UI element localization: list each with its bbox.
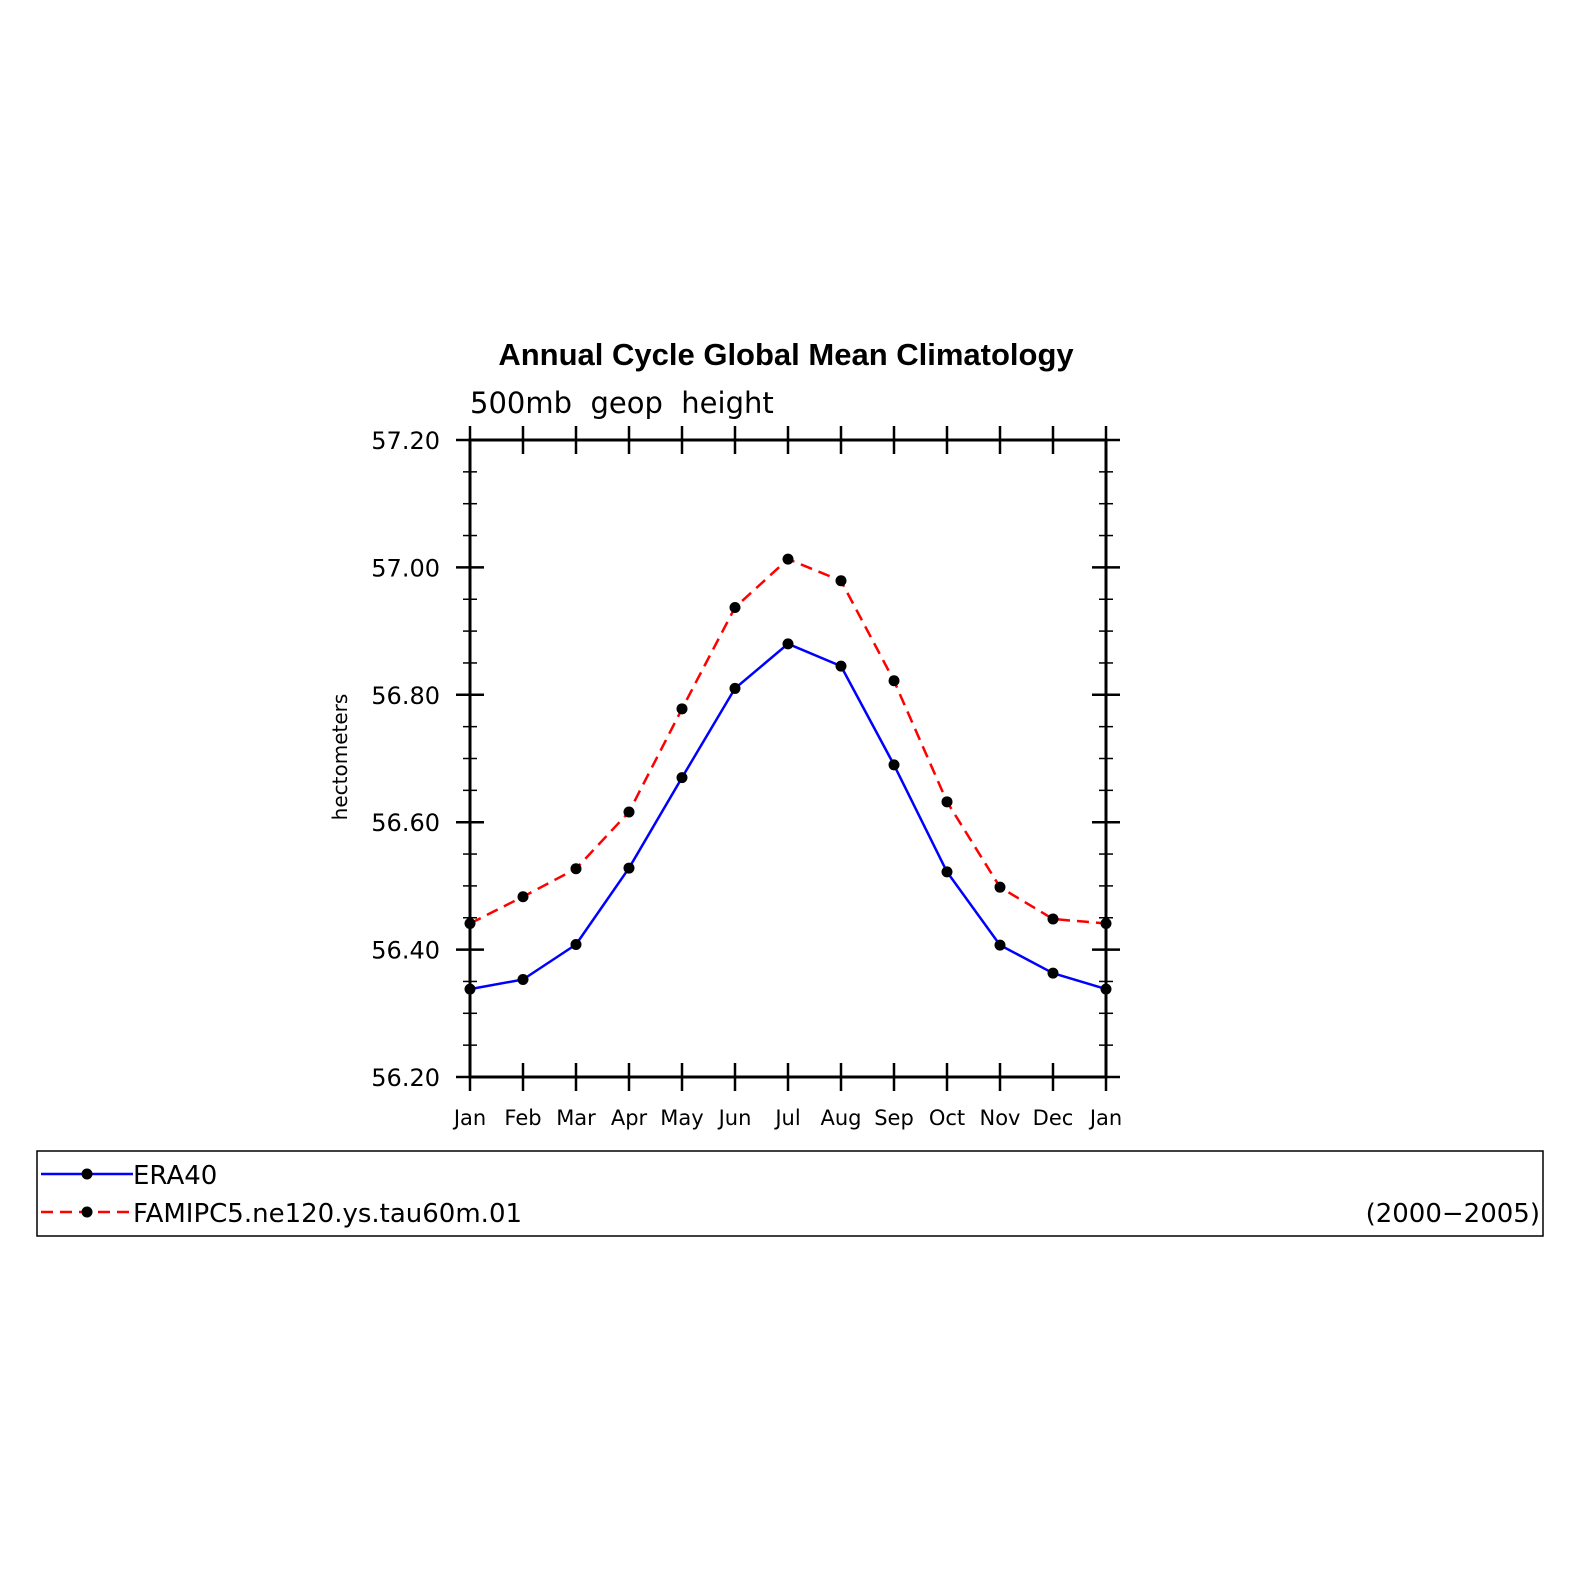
- data-point-1: [1047, 913, 1059, 925]
- x-tick-label: Apr: [611, 1106, 648, 1130]
- x-tick-label: Mar: [556, 1106, 596, 1130]
- x-tick-label: Feb: [504, 1106, 541, 1130]
- x-tick-label: Jan: [1088, 1106, 1122, 1130]
- x-tick-label: Oct: [929, 1106, 965, 1130]
- data-point-1: [835, 575, 847, 587]
- y-tick-label: 57.20: [371, 427, 440, 455]
- data-point-1: [570, 863, 582, 875]
- data-point-0: [888, 759, 900, 771]
- data-point-0: [835, 660, 847, 672]
- x-tick-label: Aug: [820, 1106, 861, 1130]
- data-point-0: [729, 682, 741, 694]
- data-point-1: [782, 553, 794, 565]
- legend: ERA40 FAMIPC5.ne120.ys.tau60m.01 (2000−2…: [36, 1150, 1544, 1237]
- chart-title: Annual Cycle Global Mean Climatology: [498, 337, 1074, 372]
- x-tick-label: Nov: [980, 1106, 1021, 1130]
- x-tick-label: May: [660, 1106, 703, 1130]
- data-point-0: [676, 772, 688, 784]
- y-tick-label: 56.80: [371, 682, 440, 710]
- series-lines: [469, 557, 1107, 991]
- legend-label-famipc5: FAMIPC5.ne120.ys.tau60m.01: [133, 1199, 522, 1229]
- x-tick-label: Dec: [1033, 1106, 1074, 1130]
- data-point-0: [623, 862, 635, 874]
- y-axis-label: hectometers: [328, 694, 352, 821]
- x-tick-label: Jun: [717, 1106, 752, 1130]
- period-label: (2000−2005): [1366, 1199, 1540, 1229]
- data-point-1: [888, 675, 900, 687]
- legend-marker-era40: [81, 1168, 93, 1180]
- series-points: [464, 553, 1112, 995]
- legend-label-era40: ERA40: [133, 1161, 217, 1191]
- y-tick-label: 57.00: [371, 554, 440, 582]
- y-tick-label: 56.40: [371, 937, 440, 965]
- data-point-1: [729, 602, 741, 614]
- data-point-1: [623, 806, 635, 818]
- data-point-0: [994, 939, 1006, 951]
- data-point-1: [994, 881, 1006, 893]
- axis-ticks: Jan Feb Mar Apr May Jun Jul Aug Sep Oct Nov Dec Jan 5…: [371, 426, 1122, 1130]
- series-line-0: [469, 642, 1107, 991]
- y-tick-label: 56.60: [371, 809, 440, 837]
- data-point-1: [941, 796, 953, 808]
- chart-subtitle: 500mb geop height: [470, 386, 774, 420]
- data-point-0: [941, 866, 953, 878]
- x-tick-label: Jul: [773, 1106, 800, 1130]
- legend-box: [36, 1150, 1544, 1237]
- data-point-0: [570, 939, 582, 951]
- data-point-1: [676, 703, 688, 715]
- series-line-1: [469, 557, 1107, 925]
- data-point-0: [782, 638, 794, 650]
- x-tick-label: Jan: [452, 1106, 486, 1130]
- plot-frame: [468, 438, 1108, 1079]
- data-point-0: [517, 974, 529, 986]
- y-tick-label: 56.20: [371, 1064, 440, 1092]
- legend-marker-famipc5: [81, 1206, 93, 1218]
- x-tick-label: Sep: [874, 1106, 914, 1130]
- data-point-1: [517, 891, 529, 903]
- data-point-0: [1047, 967, 1059, 979]
